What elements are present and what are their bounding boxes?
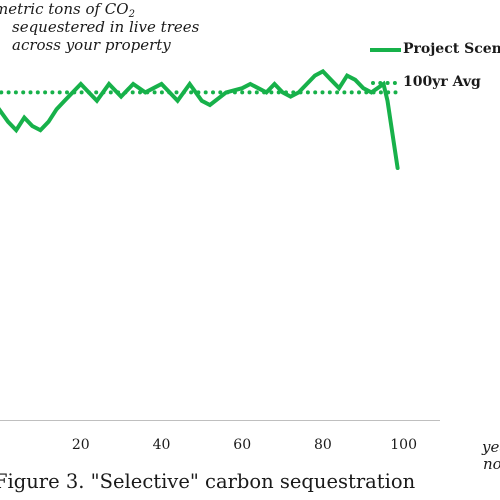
- x-axis-label-line1: yea: [482, 438, 500, 456]
- legend-label-project-scenario: Project Scena: [403, 41, 500, 57]
- figure-caption: Figure 3. "Selective" carbon sequestrati…: [0, 470, 416, 493]
- y-axis-label-subscript: 2: [128, 9, 135, 20]
- x-tick-label-60: 60: [233, 437, 251, 453]
- y-axis-label-line3: across your property: [12, 36, 171, 54]
- legend-label-100yr-avg: 100yr Avg: [403, 74, 481, 90]
- x-tick-label-20: 20: [72, 437, 90, 453]
- x-tick-label-40: 40: [153, 437, 171, 453]
- x-axis-label-line2: no: [483, 455, 500, 473]
- x-tick-label-80: 80: [314, 437, 332, 453]
- x-tick-label-100: 100: [390, 437, 417, 453]
- series-line-0: [0, 68, 400, 170]
- y-axis-label-line2: sequestered in live trees: [12, 18, 200, 36]
- y-axis-label-line1: metric tons of CO: [0, 0, 129, 18]
